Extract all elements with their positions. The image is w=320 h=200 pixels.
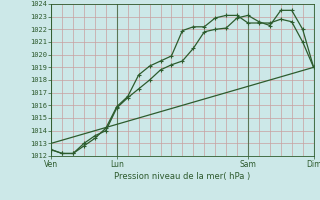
X-axis label: Pression niveau de la mer( hPa ): Pression niveau de la mer( hPa ) xyxy=(114,172,251,181)
